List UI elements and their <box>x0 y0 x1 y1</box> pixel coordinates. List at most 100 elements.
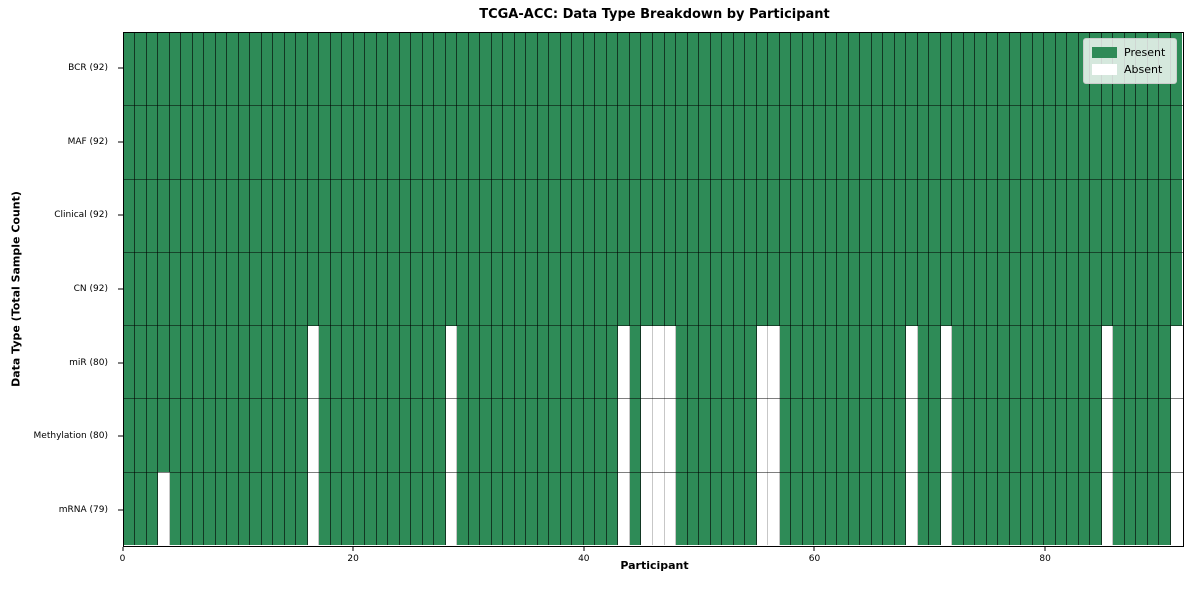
heatmap-cell <box>641 325 653 399</box>
heatmap-cell <box>319 325 331 399</box>
heatmap-cell <box>146 105 159 180</box>
heatmap-cell <box>572 105 584 180</box>
heatmap-cell <box>1055 32 1068 106</box>
heatmap-cell <box>1113 105 1125 180</box>
heatmap-cell <box>560 398 573 473</box>
heatmap-cell <box>411 472 423 546</box>
heatmap-cell <box>606 472 619 546</box>
heatmap-cell <box>756 32 769 106</box>
heatmap-cell <box>376 179 389 253</box>
heatmap-cell <box>1101 252 1114 326</box>
heatmap-cell <box>1170 398 1183 473</box>
heatmap-cell <box>1067 105 1079 180</box>
heatmap-cell <box>503 105 515 180</box>
heatmap-cell <box>215 105 228 180</box>
heatmap-cell <box>238 472 251 546</box>
heatmap-cell <box>514 398 527 473</box>
heatmap-cell <box>434 105 446 180</box>
heatmap-cell <box>825 32 838 106</box>
heatmap-cell <box>330 398 343 473</box>
heatmap-cell <box>837 325 849 399</box>
heatmap-cell <box>342 32 354 106</box>
heatmap-cell <box>687 398 700 473</box>
heatmap-cell <box>906 179 918 253</box>
heatmap-cell <box>802 252 815 326</box>
heatmap-cell <box>618 105 630 180</box>
heatmap-cell <box>860 105 872 180</box>
heatmap-cell <box>1044 105 1056 180</box>
heatmap-cell <box>135 398 147 473</box>
heatmap-cell <box>1067 398 1079 473</box>
heatmap-cell <box>365 472 377 546</box>
heatmap-cell <box>641 398 653 473</box>
heatmap-cell <box>1159 398 1171 473</box>
heatmap-cell <box>1159 179 1171 253</box>
heatmap-cell <box>192 32 205 106</box>
heatmap-cell <box>791 398 803 473</box>
heatmap-cell <box>537 472 550 546</box>
heatmap-cell <box>491 32 504 106</box>
heatmap-cell <box>963 398 976 473</box>
heatmap-cell <box>618 398 630 473</box>
heatmap-cell <box>250 472 262 546</box>
x-tick-label: 40 <box>578 553 590 564</box>
heatmap-cell <box>871 252 884 326</box>
heatmap-cell <box>733 398 746 473</box>
x-tick-label: 60 <box>808 553 821 564</box>
heatmap-cell <box>814 32 826 106</box>
heatmap-cell <box>273 252 285 326</box>
heatmap-cell <box>606 252 619 326</box>
heatmap-cell <box>952 179 964 253</box>
y-tick-label: Clinical (92) <box>54 210 108 221</box>
heatmap-cell <box>779 252 792 326</box>
heatmap-cell <box>1044 472 1056 546</box>
heatmap-cell <box>629 398 642 473</box>
heatmap-cell <box>745 105 757 180</box>
heatmap-cell <box>192 325 205 399</box>
heatmap-cell <box>837 105 849 180</box>
heatmap-cell <box>756 252 769 326</box>
heatmap-cell <box>238 252 251 326</box>
heatmap-cell <box>733 179 746 253</box>
heatmap-cell <box>1170 325 1183 399</box>
heatmap-cell <box>227 32 239 106</box>
heatmap-cell <box>871 105 884 180</box>
heatmap-cell <box>629 32 642 106</box>
heatmap-cell <box>825 105 838 180</box>
heatmap-cell <box>676 105 688 180</box>
heatmap-cell <box>158 252 170 326</box>
heatmap-cell <box>123 252 135 326</box>
heatmap-cell <box>1090 179 1102 253</box>
heatmap-cell <box>238 325 251 399</box>
heatmap-cell <box>353 105 366 180</box>
heatmap-cell <box>376 32 389 106</box>
heatmap-cell <box>399 252 412 326</box>
heatmap-cell <box>768 325 780 399</box>
heatmap-cell <box>722 398 734 473</box>
heatmap-cell <box>825 252 838 326</box>
heatmap-cell <box>929 179 941 253</box>
heatmap-cell <box>779 32 792 106</box>
heatmap-cell <box>238 179 251 253</box>
heatmap-cell <box>1124 179 1137 253</box>
heatmap-cell <box>618 252 630 326</box>
heatmap-cell <box>1101 105 1114 180</box>
heatmap-cell <box>1101 472 1114 546</box>
heatmap-cell <box>215 32 228 106</box>
heatmap-cell <box>917 398 930 473</box>
heatmap-cell <box>261 179 274 253</box>
heatmap-cell <box>583 398 596 473</box>
heatmap-cell <box>388 105 400 180</box>
heatmap-cell <box>261 472 274 546</box>
heatmap-cell <box>733 105 746 180</box>
heatmap-cell <box>1055 472 1068 546</box>
heatmap-cell <box>791 325 803 399</box>
heatmap-cell <box>1067 252 1079 326</box>
heatmap-cell <box>146 472 159 546</box>
heatmap-cell <box>181 105 193 180</box>
heatmap-cell <box>1170 179 1183 253</box>
heatmap-cell <box>1170 252 1183 326</box>
heatmap-cell <box>250 32 262 106</box>
heatmap-cell <box>261 325 274 399</box>
heatmap-cell <box>1113 472 1125 546</box>
